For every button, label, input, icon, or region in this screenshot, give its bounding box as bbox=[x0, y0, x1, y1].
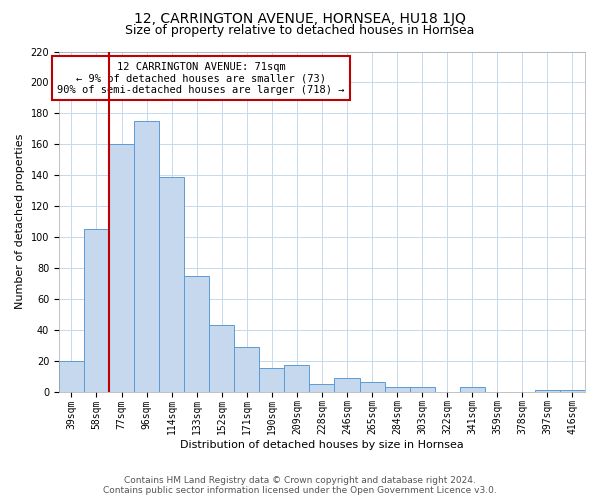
Bar bbox=[184, 276, 209, 392]
Bar bbox=[134, 121, 159, 392]
Bar bbox=[535, 390, 560, 392]
Bar bbox=[59, 360, 84, 392]
Bar bbox=[259, 368, 284, 392]
Bar bbox=[385, 387, 410, 392]
Bar bbox=[334, 378, 359, 392]
Bar bbox=[410, 387, 434, 392]
Bar bbox=[359, 382, 385, 392]
Text: Contains HM Land Registry data © Crown copyright and database right 2024.
Contai: Contains HM Land Registry data © Crown c… bbox=[103, 476, 497, 495]
Bar bbox=[560, 390, 585, 392]
Bar bbox=[284, 366, 310, 392]
Text: 12 CARRINGTON AVENUE: 71sqm
← 9% of detached houses are smaller (73)
90% of semi: 12 CARRINGTON AVENUE: 71sqm ← 9% of deta… bbox=[57, 62, 344, 95]
Bar bbox=[310, 384, 334, 392]
Bar bbox=[159, 176, 184, 392]
Text: Size of property relative to detached houses in Hornsea: Size of property relative to detached ho… bbox=[125, 24, 475, 37]
X-axis label: Distribution of detached houses by size in Hornsea: Distribution of detached houses by size … bbox=[180, 440, 464, 450]
Bar bbox=[84, 230, 109, 392]
Bar bbox=[460, 387, 485, 392]
Bar bbox=[234, 346, 259, 392]
Text: 12, CARRINGTON AVENUE, HORNSEA, HU18 1JQ: 12, CARRINGTON AVENUE, HORNSEA, HU18 1JQ bbox=[134, 12, 466, 26]
Y-axis label: Number of detached properties: Number of detached properties bbox=[15, 134, 25, 309]
Bar bbox=[109, 144, 134, 392]
Bar bbox=[209, 325, 234, 392]
